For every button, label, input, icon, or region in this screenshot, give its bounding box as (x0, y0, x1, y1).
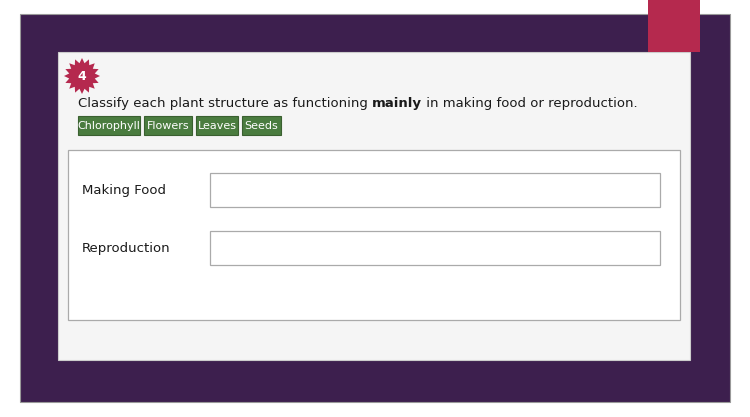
Text: Reproduction: Reproduction (82, 241, 170, 254)
Polygon shape (64, 58, 100, 94)
Text: Chlorophyll: Chlorophyll (77, 121, 140, 131)
Text: Leaves: Leaves (197, 121, 236, 131)
FancyBboxPatch shape (210, 231, 660, 265)
Text: 4: 4 (78, 70, 86, 83)
FancyBboxPatch shape (58, 52, 690, 360)
Text: mainly: mainly (372, 96, 422, 110)
FancyBboxPatch shape (242, 116, 281, 135)
FancyBboxPatch shape (144, 116, 192, 135)
FancyBboxPatch shape (78, 116, 140, 135)
FancyBboxPatch shape (196, 116, 238, 135)
Text: Flowers: Flowers (147, 121, 189, 131)
Text: Making Food: Making Food (82, 183, 166, 196)
FancyBboxPatch shape (648, 0, 700, 52)
Text: in making food or reproduction.: in making food or reproduction. (422, 96, 638, 110)
FancyBboxPatch shape (68, 150, 680, 320)
Text: Classify each plant structure as functioning: Classify each plant structure as functio… (78, 96, 372, 110)
FancyBboxPatch shape (20, 14, 730, 402)
Text: Seeds: Seeds (244, 121, 278, 131)
FancyBboxPatch shape (210, 173, 660, 207)
